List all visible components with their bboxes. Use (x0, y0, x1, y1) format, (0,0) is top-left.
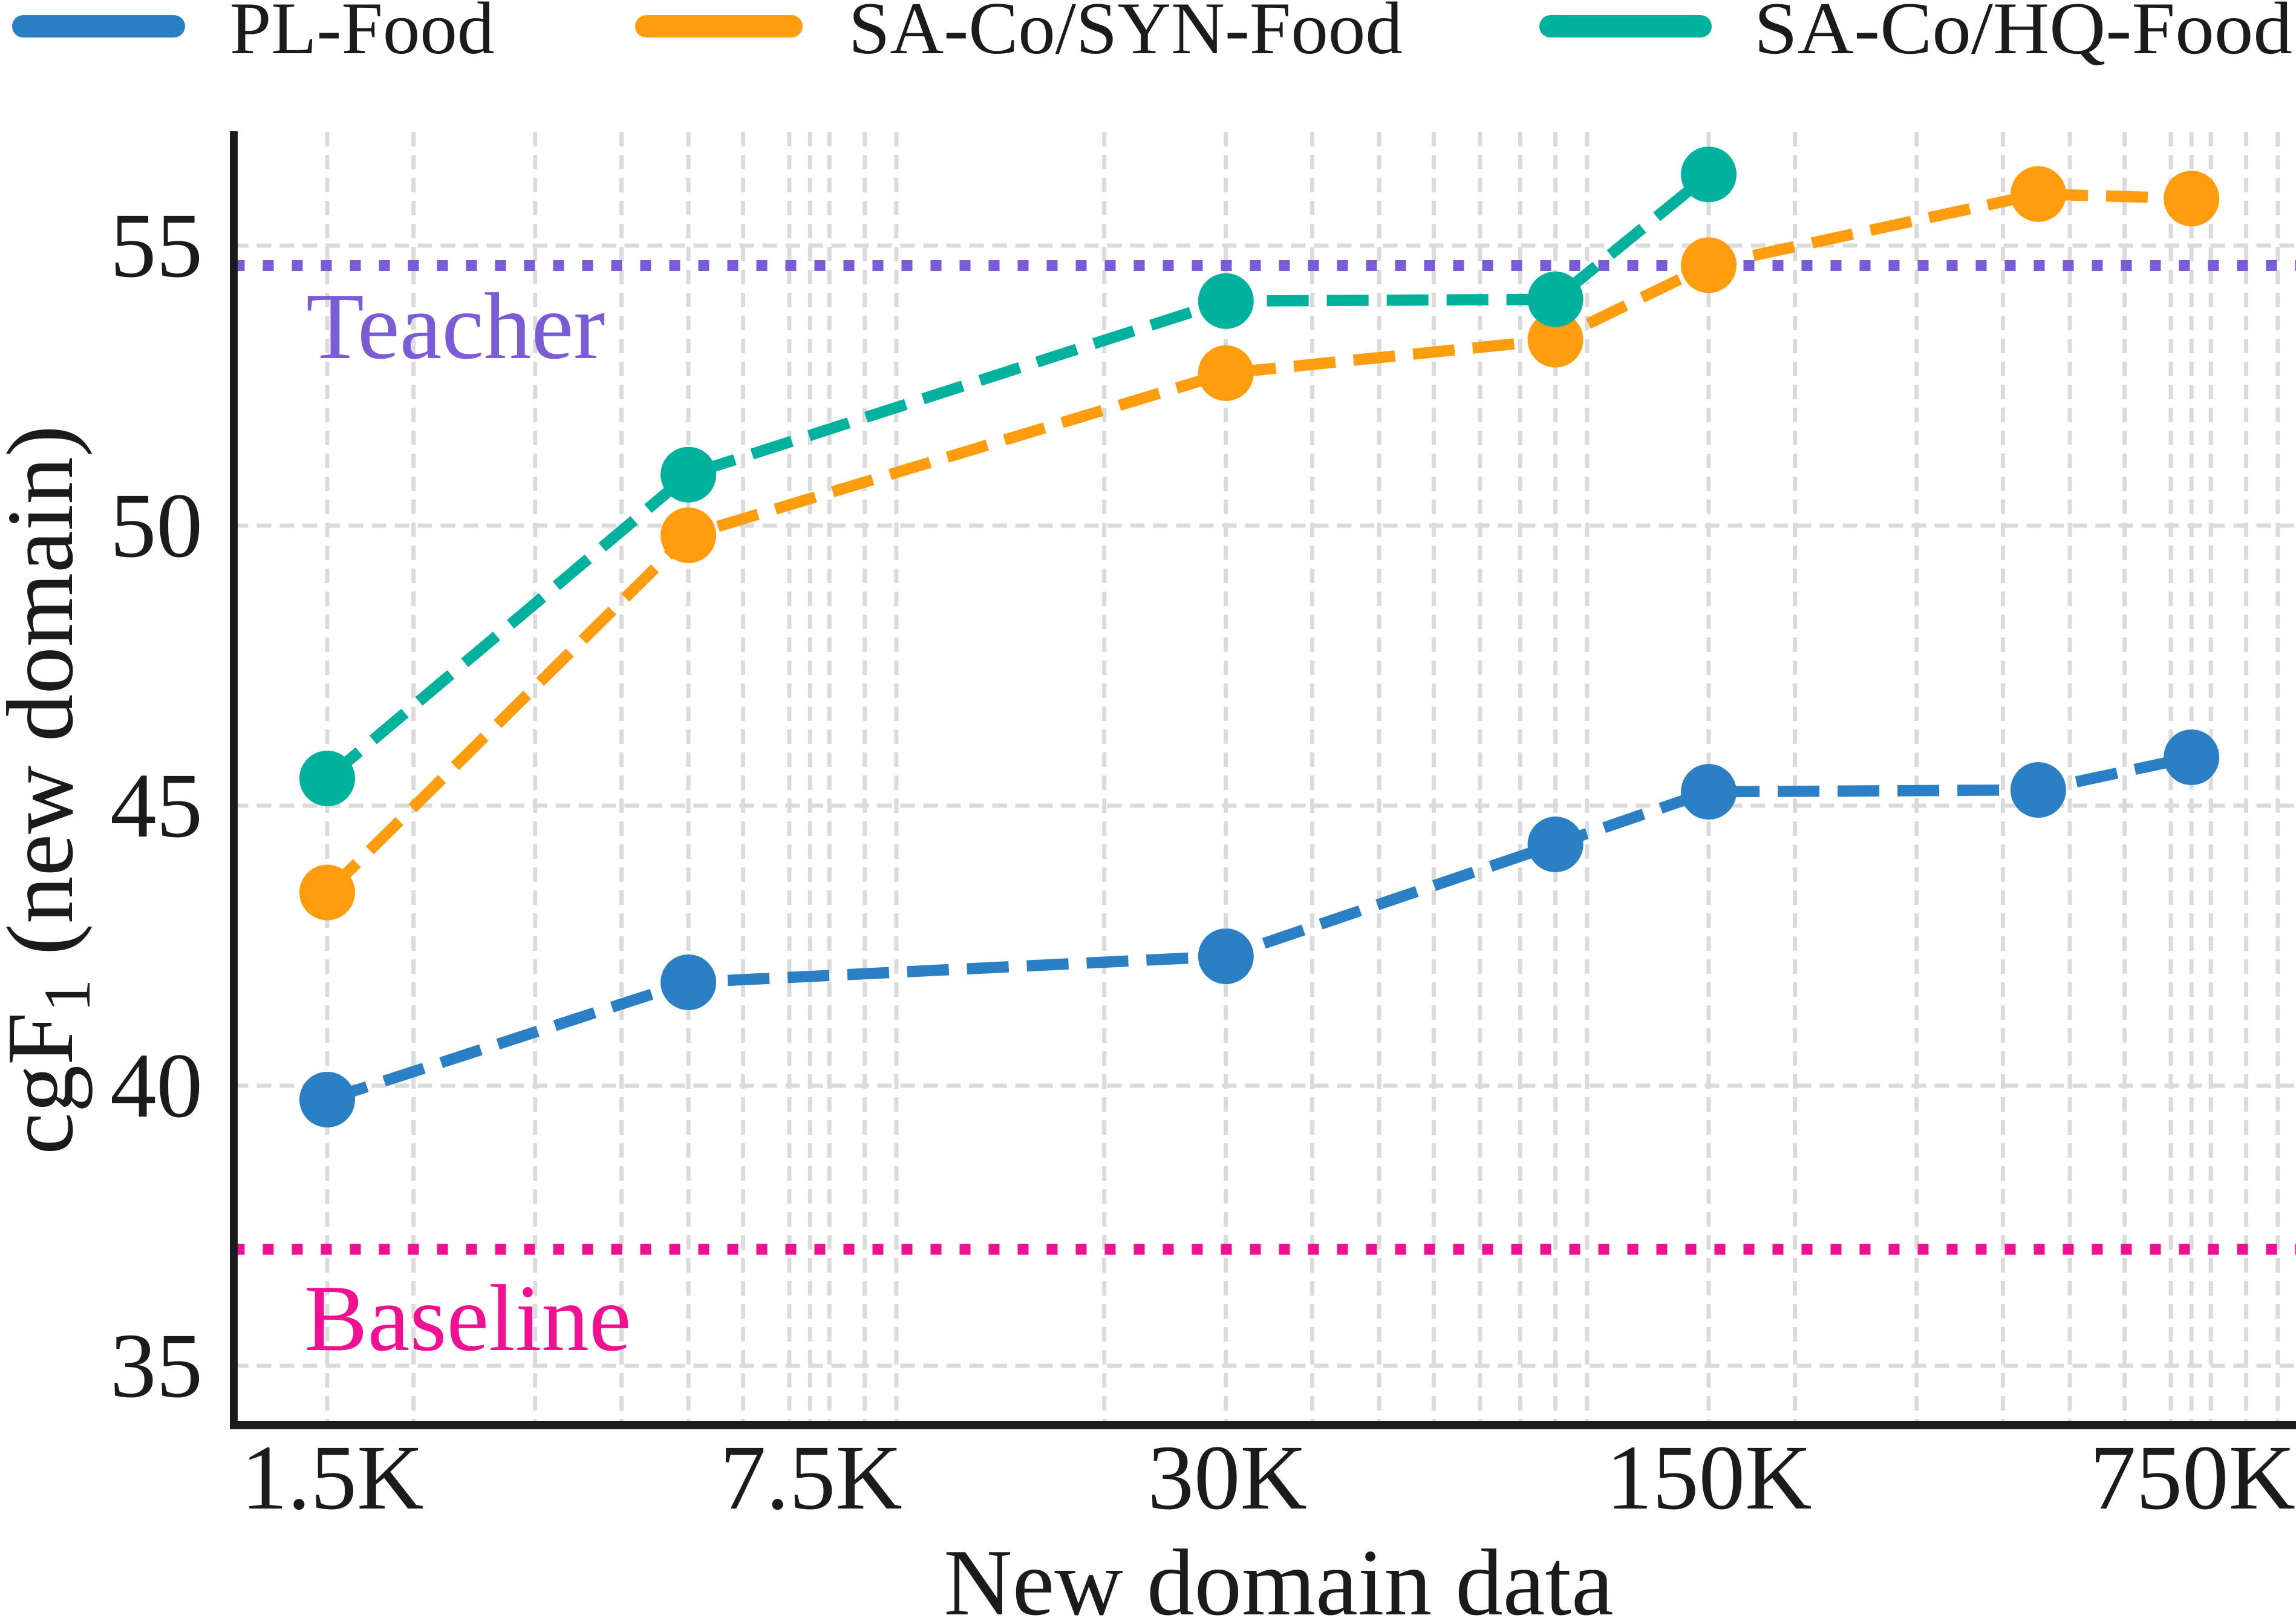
svg-text:1.5K: 1.5K (241, 1427, 424, 1529)
svg-text:30K: 30K (1147, 1427, 1307, 1529)
svg-text:40: 40 (110, 1035, 203, 1137)
svg-text:45: 45 (110, 755, 203, 857)
svg-text:SA-Co/SYN-Food: SA-Co/SYN-Food (849, 0, 1403, 70)
svg-text:50: 50 (110, 475, 203, 577)
svg-text:150K: 150K (1606, 1427, 1812, 1529)
svg-text:SA-Co/HQ-Food: SA-Co/HQ-Food (1754, 0, 2292, 70)
svg-text:Teacher: Teacher (306, 273, 605, 379)
svg-text:7.5K: 7.5K (720, 1427, 902, 1529)
svg-text:35: 35 (110, 1315, 203, 1417)
svg-text:Baseline: Baseline (304, 1265, 631, 1371)
svg-text:New domain data: New domain data (944, 1530, 1613, 1618)
svg-text:55: 55 (110, 195, 203, 297)
svg-text:PL-Food: PL-Food (230, 0, 494, 70)
svg-text:cgF1 (new domain): cgF1 (new domain) (0, 425, 104, 1155)
svg-text:750K: 750K (2090, 1427, 2295, 1529)
